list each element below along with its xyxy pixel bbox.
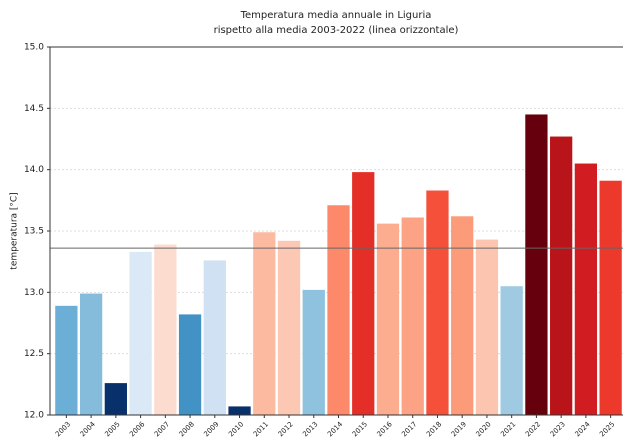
x-tick-label: 2019 xyxy=(450,420,468,438)
bar xyxy=(228,406,251,415)
bar xyxy=(500,286,523,415)
chart-subtitle: rispetto alla media 2003-2022 (linea ori… xyxy=(214,25,459,36)
x-tick-label: 2021 xyxy=(499,420,517,438)
x-tick-label: 2014 xyxy=(326,420,345,439)
y-tick-label: 13.5 xyxy=(24,227,44,237)
x-tick-label: 2023 xyxy=(549,420,567,438)
bar xyxy=(525,114,548,415)
bar xyxy=(277,240,301,415)
bar xyxy=(327,205,350,415)
x-tick-label: 2004 xyxy=(79,420,98,439)
bar xyxy=(401,217,424,415)
x-tick-label: 2020 xyxy=(474,420,492,438)
x-tick-label: 2024 xyxy=(573,420,592,439)
x-tick-label: 2011 xyxy=(252,420,270,438)
x-tick-label: 2012 xyxy=(277,420,295,438)
y-tick-label: 13.0 xyxy=(24,288,44,298)
x-tick-label: 2010 xyxy=(227,420,245,438)
x-tick-label: 2018 xyxy=(425,420,443,438)
bar xyxy=(203,260,226,415)
y-tick-label: 15.0 xyxy=(24,43,44,53)
bar xyxy=(599,180,622,415)
bar xyxy=(253,232,276,415)
x-tick-label: 2008 xyxy=(178,420,196,438)
bar xyxy=(426,190,449,415)
x-tick-label: 2015 xyxy=(351,420,369,438)
y-tick-label: 14.0 xyxy=(24,165,44,175)
y-tick-label: 12.0 xyxy=(24,411,44,421)
x-tick-label: 2006 xyxy=(128,420,147,439)
bar xyxy=(475,239,499,415)
x-tick-label: 2025 xyxy=(598,420,616,438)
bar xyxy=(104,383,127,415)
bar xyxy=(178,314,202,415)
y-tick-label: 12.5 xyxy=(24,349,44,359)
bar xyxy=(154,244,177,415)
x-tick-label: 2007 xyxy=(153,420,171,438)
bar xyxy=(451,216,474,415)
x-tick-label: 2009 xyxy=(202,420,220,438)
y-axis-label: temperatura [°C] xyxy=(10,192,20,269)
bar xyxy=(352,172,375,415)
x-tick-label: 2016 xyxy=(376,420,395,439)
bar xyxy=(129,251,152,415)
y-tick-label: 14.5 xyxy=(24,104,44,114)
x-tick-label: 2022 xyxy=(524,420,542,438)
bar xyxy=(376,223,400,415)
bar xyxy=(302,289,325,415)
x-tick-label: 2003 xyxy=(54,420,72,438)
bar xyxy=(79,293,103,415)
chart-title: Temperatura media annuale in Liguria xyxy=(240,10,432,21)
bar xyxy=(550,136,573,415)
bar xyxy=(55,305,78,415)
x-tick-label: 2005 xyxy=(103,420,121,438)
bar xyxy=(574,163,598,415)
x-tick-label: 2017 xyxy=(400,420,418,438)
x-tick-label: 2013 xyxy=(301,420,319,438)
